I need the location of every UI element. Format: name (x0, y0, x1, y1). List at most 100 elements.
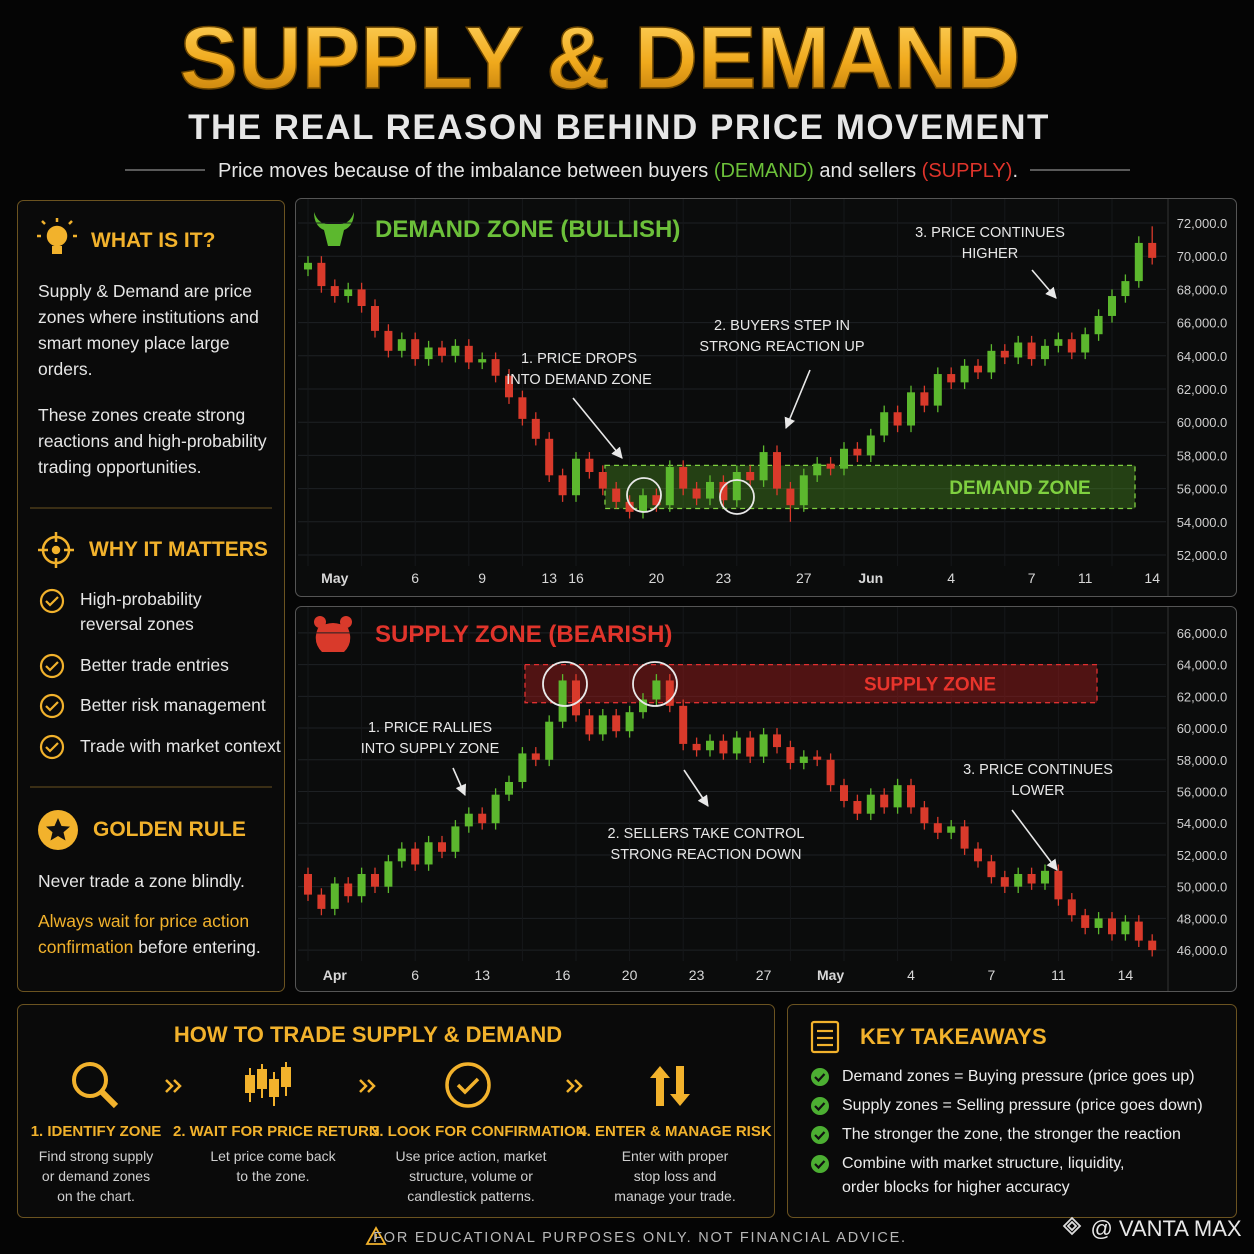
list-icon (810, 1020, 840, 1054)
candle-body (572, 458, 580, 496)
x-tick-label: Apr (323, 967, 348, 983)
target-icon (38, 532, 74, 568)
candle-body (518, 397, 527, 419)
zone (604, 464, 1136, 510)
section-title: KEY TAKEAWAYS (860, 1024, 1047, 1049)
x-tick-label: May (817, 967, 844, 983)
candle-body (438, 347, 446, 356)
step-text: or demand zones (41, 1168, 151, 1184)
x-tick-label: 27 (756, 967, 772, 983)
chart-panel (295, 198, 1237, 597)
candle-body (759, 452, 768, 481)
candle-body (1121, 281, 1130, 297)
annotation: INTO SUPPLY ZONE (361, 741, 500, 757)
takeaway-text: order blocks for higher accuracy (842, 1179, 1070, 1196)
candle-body (679, 467, 688, 489)
candle-body (920, 392, 929, 406)
candle-body (987, 350, 996, 373)
annotation: 2. BUYERS STEP IN (714, 318, 850, 334)
candle-body (933, 823, 942, 833)
warning-icon (365, 1226, 387, 1245)
rule-highlight: Always wait for price action confirmatio… (38, 911, 250, 957)
candle-body (893, 785, 902, 808)
x-tick-label: 13 (474, 967, 490, 983)
candle-body (1108, 296, 1116, 316)
x-tick-label: 7 (988, 967, 996, 983)
y-tick-label: 48,000.0 (1177, 911, 1228, 926)
candle-body (840, 785, 848, 802)
y-tick-label: 54,000.0 (1177, 816, 1228, 831)
candle-body (1014, 873, 1023, 887)
candle-body (947, 826, 956, 833)
candle-body (746, 472, 755, 481)
candle-body (424, 347, 433, 360)
candle-body (746, 737, 755, 757)
annotation: 3. PRICE CONTINUES (915, 225, 1065, 241)
candle-body (317, 894, 326, 909)
y-tick-label: 52,000.0 (1177, 848, 1228, 863)
y-tick-label: 50,000.0 (1177, 880, 1228, 895)
candle-body (384, 330, 393, 351)
step-text: Find strong supply (38, 1148, 154, 1164)
step-text: manage your trade. (614, 1188, 736, 1204)
candle-body (1000, 877, 1009, 887)
candle-body (665, 680, 674, 706)
candles-icon (245, 1062, 291, 1106)
tagline-demand: (DEMAND) (714, 160, 814, 182)
paragraph: Supply & Demand are price zones where in… (38, 281, 259, 379)
candle-body (397, 848, 406, 862)
candle-body (773, 452, 781, 489)
candle-body (974, 365, 982, 373)
candle-body (706, 481, 714, 499)
candle-body (652, 495, 661, 506)
rule-text: Never trade a zone blindly. (38, 871, 245, 891)
watermark-logo (1062, 1216, 1082, 1236)
check-icons (39, 588, 65, 760)
x-tick-label: 14 (1118, 967, 1134, 983)
annotation-arrow (452, 767, 467, 797)
candle-body (558, 680, 567, 722)
annotation: 1. PRICE RALLIES (368, 720, 492, 736)
takeaways-panel (787, 1004, 1237, 1218)
candle-body (853, 801, 862, 814)
annotation: HIGHER (962, 246, 1018, 262)
candle-body (1054, 870, 1063, 900)
candle-body (464, 813, 473, 827)
annotation: 3. PRICE CONTINUES (963, 762, 1113, 778)
takeaway-text: Demand zones = Buying pressure (price go… (842, 1068, 1195, 1085)
candle-body (572, 680, 580, 716)
x-tick-label: 16 (555, 967, 571, 983)
candle-body (826, 759, 835, 786)
annotation: STRONG REACTION DOWN (611, 847, 802, 863)
zone-label: DEMAND ZONE (949, 478, 1090, 499)
section-title: WHY IT MATTERS (89, 538, 268, 561)
zone (524, 663, 1098, 704)
takeaway-text: The stronger the zone, the stronger the … (842, 1126, 1181, 1143)
candle-body (692, 743, 701, 751)
candle-body (598, 715, 607, 735)
candle-body (531, 418, 540, 439)
x-tick-label: May (321, 570, 348, 586)
candle-body (317, 262, 326, 287)
candle-body (840, 448, 848, 469)
y-tick-label: 60,000.0 (1177, 415, 1228, 430)
candle-body (478, 813, 487, 824)
x-tick-label: 6 (411, 967, 419, 983)
rule-rest: before entering. (133, 937, 261, 957)
candle-body (813, 463, 822, 476)
annotation: 2. SELLERS TAKE CONTROL (608, 826, 805, 842)
candle-body (866, 435, 875, 456)
left-panel (17, 200, 285, 992)
x-tick-label: 7 (1028, 570, 1036, 586)
list-item: Better trade entries (80, 655, 229, 675)
candle-body (665, 467, 674, 506)
candle-body (960, 365, 969, 383)
candle-body (344, 289, 353, 297)
candle-body (960, 826, 969, 849)
x-tick-label: 23 (716, 570, 732, 586)
x-tick-label: 14 (1144, 570, 1160, 586)
candle-body (719, 740, 728, 754)
step-text: Use price action, market (395, 1148, 547, 1164)
candle-body (732, 472, 741, 501)
y-tick-label: 66,000.0 (1177, 626, 1228, 641)
